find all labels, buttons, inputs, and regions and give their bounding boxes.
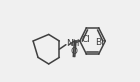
Text: O: O: [71, 47, 78, 56]
Text: Br: Br: [95, 38, 105, 47]
Text: NH: NH: [66, 39, 80, 48]
Text: Cl: Cl: [82, 35, 91, 44]
